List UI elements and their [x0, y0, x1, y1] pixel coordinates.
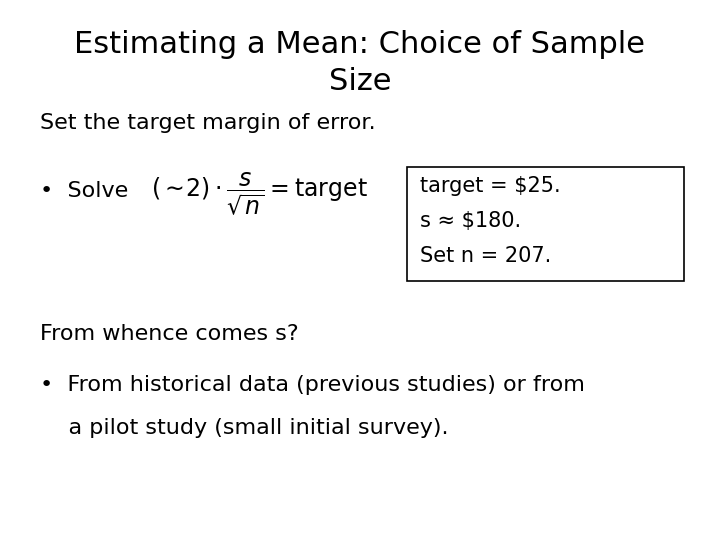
Text: target = $25.: target = $25.: [420, 176, 560, 195]
Text: Size: Size: [329, 68, 391, 97]
Text: •  Solve: • Solve: [40, 181, 128, 201]
Text: From whence comes s?: From whence comes s?: [40, 324, 298, 344]
FancyBboxPatch shape: [407, 167, 684, 281]
Text: $(\sim\!2)\cdot\dfrac{s}{\sqrt{n}} = \mathrm{target}$: $(\sim\!2)\cdot\dfrac{s}{\sqrt{n}} = \ma…: [151, 170, 368, 218]
Text: •  From historical data (previous studies) or from: • From historical data (previous studies…: [40, 375, 585, 395]
Text: a pilot study (small initial survey).: a pilot study (small initial survey).: [40, 418, 448, 438]
Text: Set the target margin of error.: Set the target margin of error.: [40, 113, 375, 133]
Text: Set n = 207.: Set n = 207.: [420, 246, 551, 266]
Text: Estimating a Mean: Choice of Sample: Estimating a Mean: Choice of Sample: [74, 30, 646, 59]
Text: s ≈ $180.: s ≈ $180.: [420, 211, 521, 231]
